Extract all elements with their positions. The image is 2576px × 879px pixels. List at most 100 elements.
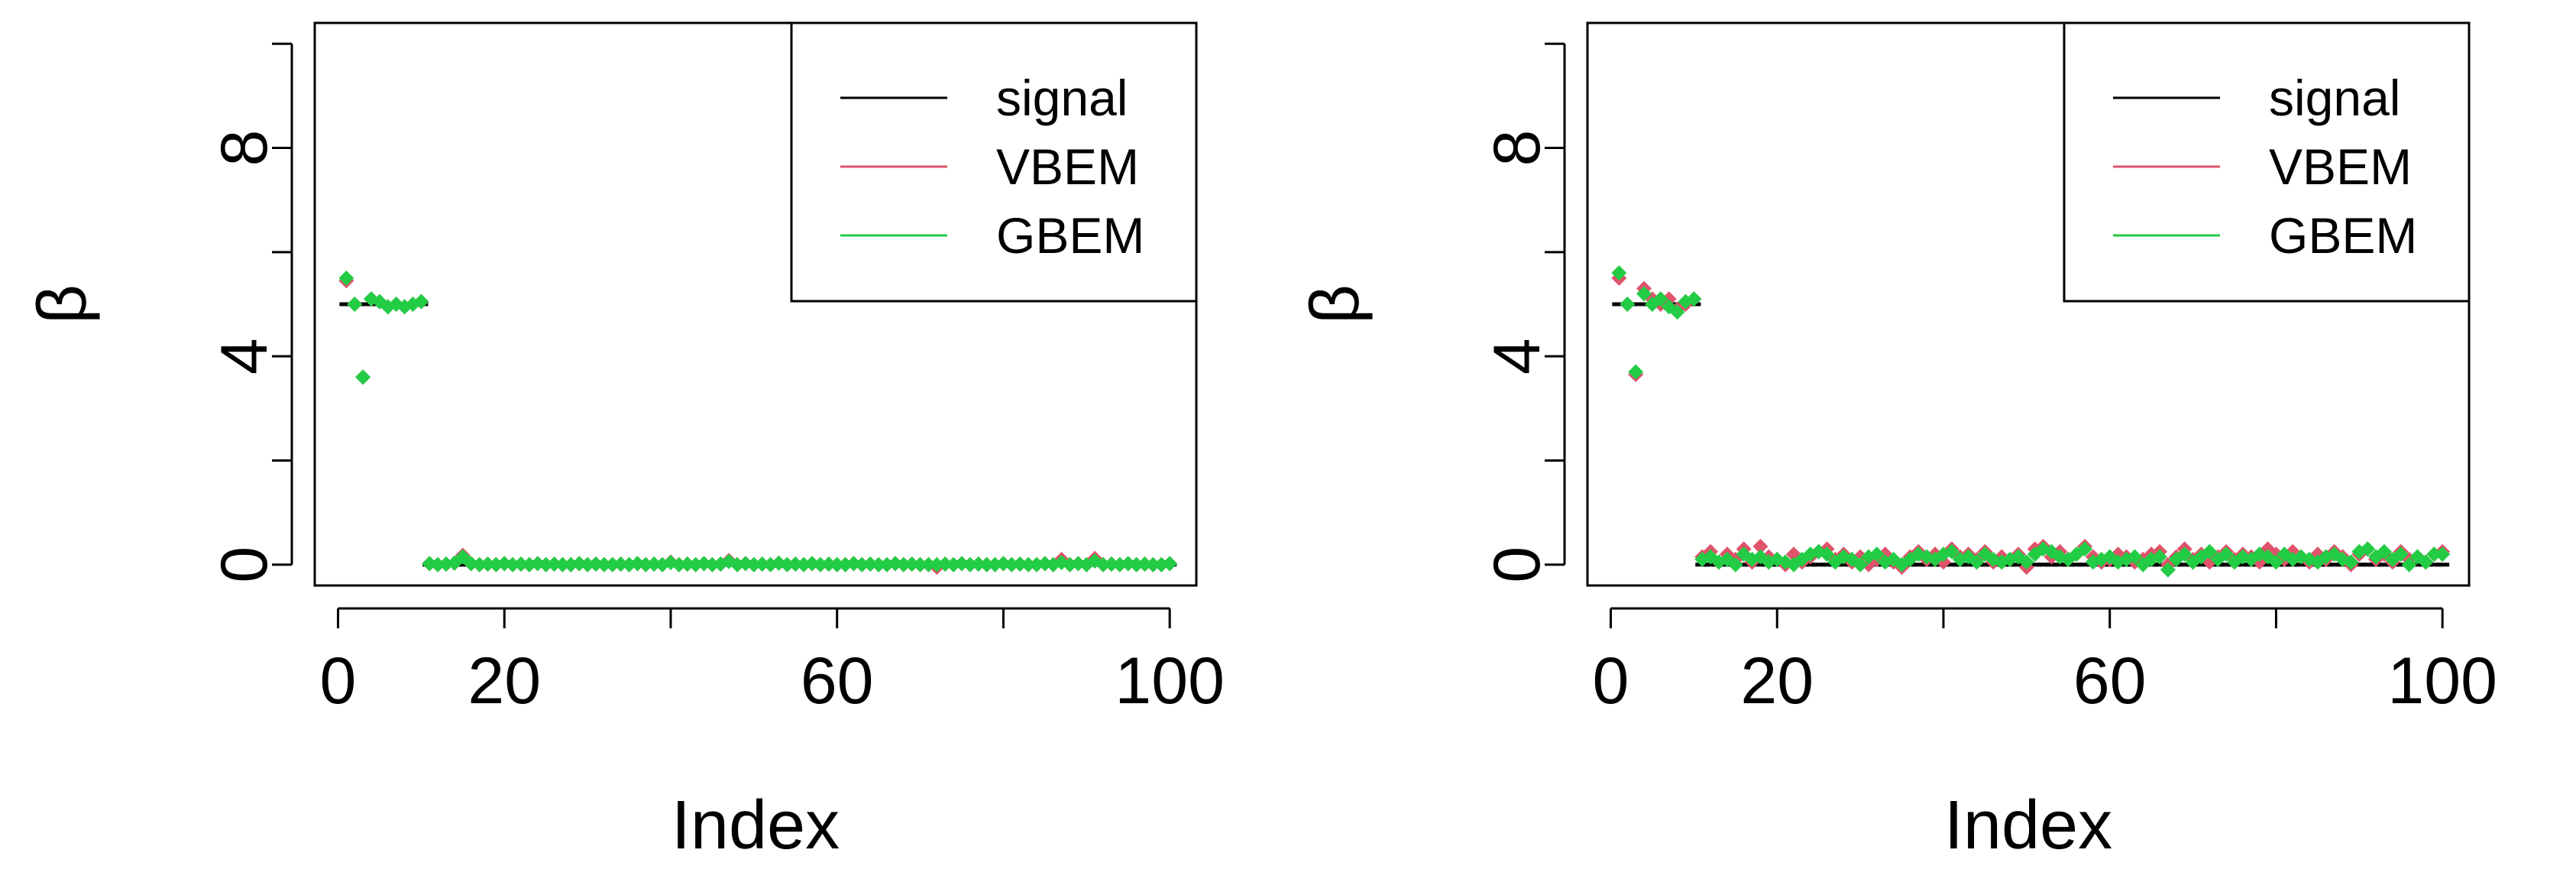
gbem-point [546, 556, 562, 572]
gbem-point [679, 556, 695, 572]
vbem-point [1661, 291, 1677, 307]
gbem-point [613, 556, 629, 572]
gbem-point [580, 556, 596, 572]
gbem-point [587, 556, 604, 572]
gbem-point [671, 556, 687, 572]
gbem-point [430, 556, 446, 572]
gbem-point [1137, 556, 1153, 572]
gbem-point [1103, 556, 1119, 572]
gbem-point [2218, 547, 2235, 563]
x-axis-title: Index [672, 787, 840, 864]
gbem-point [1669, 304, 1685, 320]
gbem-point [538, 556, 554, 572]
gbem-point [471, 556, 487, 572]
gbem-point [1636, 286, 1652, 302]
gbem-point [1620, 297, 1636, 312]
gbem-point [937, 556, 953, 572]
gbem-point [1853, 556, 1869, 572]
gbem-point [646, 556, 662, 572]
gbem-point [2127, 549, 2143, 565]
vbem-point [1752, 538, 1769, 554]
gbem-point [2343, 554, 2359, 570]
gbem-point [1943, 543, 1960, 560]
x-tick-label: 20 [468, 644, 541, 718]
gbem-point [1727, 556, 1743, 572]
gbem-point [2401, 556, 2417, 572]
gbem-point [929, 556, 945, 572]
legend-label-vbem: VBEM [996, 138, 1139, 195]
gbem-point [413, 294, 429, 310]
legend-label-signal: signal [2269, 70, 2400, 126]
gbem-point [338, 270, 354, 286]
plot-frame [313, 21, 1198, 587]
gbem-point [1628, 364, 1644, 380]
gbem-point [2077, 541, 2093, 557]
y-axis-title: β [1297, 284, 1374, 324]
gbem-point [2268, 554, 2284, 570]
gbem-point [596, 556, 612, 572]
gbem-point [505, 556, 521, 572]
legend-label-gbem: GBEM [2269, 207, 2417, 264]
gbem-point [2018, 554, 2034, 570]
gbem-point [912, 556, 928, 572]
x-axis-title: Index [1944, 787, 2112, 864]
gbem-point [812, 556, 828, 572]
gbem-point [862, 556, 879, 572]
gbem-point [1869, 547, 1885, 563]
gbem-point [2418, 554, 2434, 570]
gbem-point [1095, 556, 1112, 572]
gbem-point [962, 556, 978, 572]
gbem-point [2376, 543, 2392, 560]
gbem-point [904, 556, 920, 572]
y-tick-label: 8 [208, 130, 281, 167]
gbem-point [1004, 556, 1020, 572]
gbem-point [1686, 291, 1702, 307]
y-tick-label: 0 [208, 547, 281, 583]
gbem-point [355, 369, 371, 385]
gbem-point [829, 556, 845, 572]
x-tick-label: 0 [320, 644, 357, 718]
gbem-point [2393, 547, 2409, 563]
gbem-point [970, 556, 986, 572]
x-tick-label: 60 [801, 644, 874, 718]
right-chart-panel: 0 20 60 100 0 4 8 Index β signal VBEM GBEM [1297, 21, 2497, 864]
y-axis-title: β [24, 284, 101, 324]
gbem-point [513, 556, 529, 572]
gbem-point [895, 556, 911, 572]
gbem-point [2435, 547, 2451, 563]
y-tick-label: 8 [1481, 130, 1554, 167]
gbem-point [1652, 291, 1668, 307]
gbem-point [1969, 554, 1985, 570]
gbem-point [480, 556, 496, 572]
gbem-point [871, 556, 887, 572]
gbem-point [1012, 556, 1028, 572]
gbem-point [1611, 265, 1627, 281]
gbem-point [2160, 562, 2176, 578]
legend-box [2063, 21, 2471, 303]
gbem-point [754, 556, 770, 572]
x-tick-label: 100 [1115, 644, 1225, 718]
y-tick-label: 4 [1481, 338, 1554, 375]
legend-label-gbem: GBEM [996, 207, 1144, 264]
gbem-point [2152, 549, 2168, 565]
gbem-point [1128, 556, 1144, 572]
legend-box [790, 21, 1198, 303]
gbem-point [555, 556, 571, 572]
y-tick-label: 4 [208, 338, 281, 375]
gbem-point [779, 556, 795, 572]
x-tick-label: 20 [1740, 644, 1814, 718]
x-tick-label: 0 [1593, 644, 1629, 718]
y-tick-label: 0 [1481, 547, 1554, 583]
gbem-point [2360, 541, 2376, 557]
x-tick-label: 100 [2387, 644, 2497, 718]
gbem-point [604, 556, 620, 572]
legend-label-vbem: VBEM [2269, 138, 2412, 195]
gbem-point [979, 556, 995, 572]
gbem-point [820, 556, 837, 572]
gbem-point [1819, 547, 1835, 563]
x-tick-label: 60 [2073, 644, 2147, 718]
gbem-point [2426, 547, 2442, 563]
left-chart-panel: 0 20 60 100 0 4 8 Index β signal VBEM GBEM [24, 21, 1225, 864]
gbem-point [638, 556, 654, 572]
